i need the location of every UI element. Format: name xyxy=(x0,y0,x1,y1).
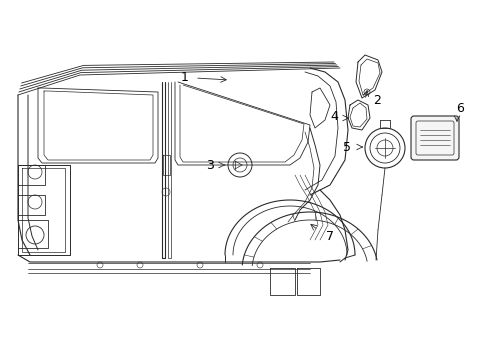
FancyBboxPatch shape xyxy=(415,121,453,155)
Text: 2: 2 xyxy=(372,94,380,107)
Text: 4: 4 xyxy=(329,109,337,122)
Text: 1: 1 xyxy=(181,71,188,84)
Text: 5: 5 xyxy=(342,140,350,153)
FancyBboxPatch shape xyxy=(410,116,458,160)
Text: 6: 6 xyxy=(455,102,463,114)
Text: 3: 3 xyxy=(205,158,214,171)
Text: 7: 7 xyxy=(325,230,333,243)
